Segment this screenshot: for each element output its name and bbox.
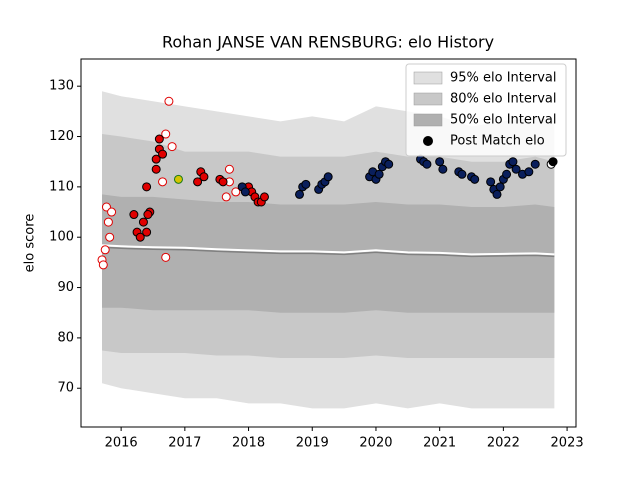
elo-point	[492, 189, 502, 199]
x-tick-label: 2016	[105, 436, 138, 451]
y-tick-label: 110	[49, 179, 74, 194]
elo-point	[508, 157, 518, 167]
elo-point	[151, 154, 161, 164]
elo-point	[158, 177, 168, 187]
elo-point	[143, 210, 153, 220]
legend-label: 95% elo Interval	[450, 71, 557, 86]
x-tick-label: 2023	[551, 436, 584, 451]
elo-point	[438, 164, 448, 174]
y-tick-label: 90	[57, 280, 74, 295]
y-tick-label: 100	[49, 230, 74, 245]
elo-point	[259, 192, 269, 202]
elo-point	[323, 172, 333, 182]
legend-swatch	[413, 92, 443, 106]
elo-point	[486, 177, 496, 187]
elo-point	[548, 157, 558, 167]
elo-point	[295, 189, 305, 199]
elo-point	[158, 149, 168, 159]
mean-line	[101, 246, 555, 258]
legend-swatch	[413, 71, 443, 85]
y-tick-label: 70	[57, 381, 74, 396]
elo-point	[98, 260, 108, 270]
elo-point	[193, 177, 203, 187]
mean-line-halo	[101, 244, 555, 256]
x-tick-label: 2019	[296, 436, 329, 451]
elo-point	[301, 179, 311, 189]
legend-label: Post Match elo	[450, 134, 545, 149]
elo-point	[240, 187, 250, 197]
plot-frame	[80, 58, 577, 428]
elo-point	[224, 164, 234, 174]
elo-point	[199, 172, 209, 182]
x-tick-label: 2018	[232, 436, 265, 451]
elo-point	[151, 164, 161, 174]
elo-point	[142, 182, 152, 192]
elo-point	[422, 159, 432, 169]
elo-point	[103, 217, 113, 227]
elo-point	[530, 159, 540, 169]
elo-point	[154, 134, 164, 144]
y-tick-label: 80	[57, 330, 74, 345]
elo-point	[524, 167, 534, 177]
elo-point	[502, 169, 512, 179]
elo-point	[105, 232, 115, 242]
elo-point	[138, 217, 148, 227]
legend-box	[405, 63, 567, 157]
x-tick-label: 2017	[168, 436, 201, 451]
elo-point	[511, 164, 521, 174]
elo-point	[142, 227, 152, 237]
elo-point	[221, 192, 231, 202]
elo-point	[173, 174, 183, 184]
elo-point	[129, 210, 139, 220]
elo-point	[161, 252, 171, 262]
elo-point	[218, 177, 228, 187]
elo-point	[457, 169, 467, 179]
x-tick-label: 2020	[359, 436, 392, 451]
y-axis-label: elo score	[23, 214, 38, 273]
legend-swatch	[413, 113, 443, 127]
legend-label: 80% elo Interval	[450, 92, 557, 107]
elo-point	[135, 232, 145, 242]
elo-point	[374, 169, 384, 179]
elo-point	[435, 157, 445, 167]
y-tick-label: 120	[49, 129, 74, 144]
elo-point	[161, 129, 171, 139]
x-tick-label: 2022	[487, 436, 520, 451]
elo-point	[167, 142, 177, 152]
chart-title: Rohan JANSE VAN RENSBURG: elo History	[162, 33, 494, 52]
legend-marker	[423, 136, 433, 146]
x-tick-label: 2021	[423, 436, 456, 451]
elo-point	[470, 174, 480, 184]
elo-point	[107, 207, 117, 217]
y-tick-label: 130	[49, 79, 74, 94]
elo-point	[384, 159, 394, 169]
elo-point	[231, 187, 241, 197]
elo-point	[100, 245, 110, 255]
elo-point	[164, 96, 174, 106]
legend-label: 50% elo Interval	[450, 113, 557, 128]
elo-point	[495, 182, 505, 192]
